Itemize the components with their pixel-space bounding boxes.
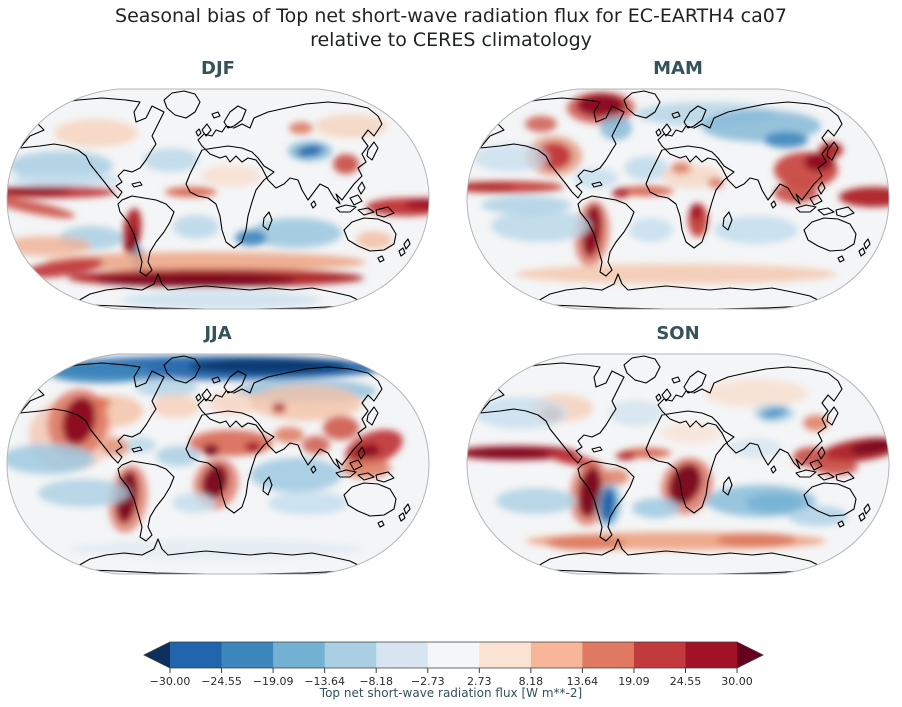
colorbar-tick-label: −13.64 bbox=[304, 675, 345, 688]
bias-field bbox=[467, 92, 889, 284]
colorbar-tick-label: 30.00 bbox=[721, 675, 753, 688]
colorbar-segment bbox=[273, 642, 326, 668]
map-svg-jja bbox=[6, 353, 430, 575]
coastlines bbox=[19, 355, 411, 574]
colorbar-segment bbox=[633, 642, 686, 668]
colorbar-segment bbox=[530, 642, 583, 668]
coastlines bbox=[479, 355, 871, 574]
panel-title-djf: DJF bbox=[201, 58, 235, 79]
figure-title-line1: Seasonal bias of Top net short-wave radi… bbox=[115, 5, 787, 27]
map-outline bbox=[466, 88, 890, 310]
colorbar-tick-label: 8.18 bbox=[519, 675, 544, 688]
colorbar-segment bbox=[685, 642, 738, 668]
colorbar-tick-label: −30.00 bbox=[150, 675, 191, 688]
colorbar-segment bbox=[479, 642, 532, 668]
bias-field bbox=[467, 379, 889, 550]
map-svg-mam bbox=[466, 88, 890, 310]
map-outline bbox=[6, 88, 430, 310]
colorbar-segment bbox=[582, 642, 635, 668]
colorbar-under-arrow bbox=[144, 642, 170, 668]
coastlines bbox=[479, 90, 871, 309]
panel-title-jja: JJA bbox=[204, 323, 232, 344]
colorbar: −30.00 −24.55 −19.09 −13.64 −8.18 −2.73 2.73 8.… bbox=[131, 640, 771, 688]
colorbar-segment bbox=[427, 642, 480, 668]
colorbar-label: Top net short-wave radiation flux [W m**… bbox=[319, 686, 583, 700]
colorbar-tick-label: −2.73 bbox=[411, 675, 445, 688]
coastlines bbox=[19, 90, 411, 309]
map-djf bbox=[6, 88, 430, 310]
figure-title-line2: relative to CERES climatology bbox=[310, 29, 592, 51]
colorbar-svg: −30.00 −24.55 −19.09 −13.64 −8.18 −2.73 2.73 8.… bbox=[143, 641, 764, 688]
colorbar-segment bbox=[221, 642, 274, 668]
colorbar-tick-label: 19.09 bbox=[618, 675, 650, 688]
colorbar-segment bbox=[324, 642, 377, 668]
colorbar-over-arrow bbox=[737, 642, 764, 668]
colorbar-tick-label: −24.55 bbox=[201, 675, 242, 688]
map-outline bbox=[6, 353, 430, 575]
colorbar-tick-label: −8.18 bbox=[359, 675, 393, 688]
map-svg-djf bbox=[6, 88, 430, 310]
colorbar-segment bbox=[376, 642, 429, 668]
colorbar-tick-label: 13.64 bbox=[567, 675, 599, 688]
map-jja bbox=[6, 353, 430, 575]
map-son bbox=[466, 353, 890, 575]
map-outline bbox=[466, 353, 890, 575]
panel-title-mam: MAM bbox=[653, 58, 703, 79]
map-svg-son bbox=[466, 353, 890, 575]
figure-title: Seasonal bias of Top net short-wave radi… bbox=[0, 4, 902, 52]
bias-field bbox=[7, 356, 403, 559]
colorbar-tick-label: −19.09 bbox=[253, 675, 294, 688]
colorbar-segment bbox=[170, 642, 223, 668]
map-mam bbox=[466, 88, 890, 310]
colorbar-tick-label: 2.73 bbox=[467, 675, 492, 688]
panel-title-son: SON bbox=[656, 323, 700, 344]
colorbar-tick-label: 24.55 bbox=[670, 675, 702, 688]
